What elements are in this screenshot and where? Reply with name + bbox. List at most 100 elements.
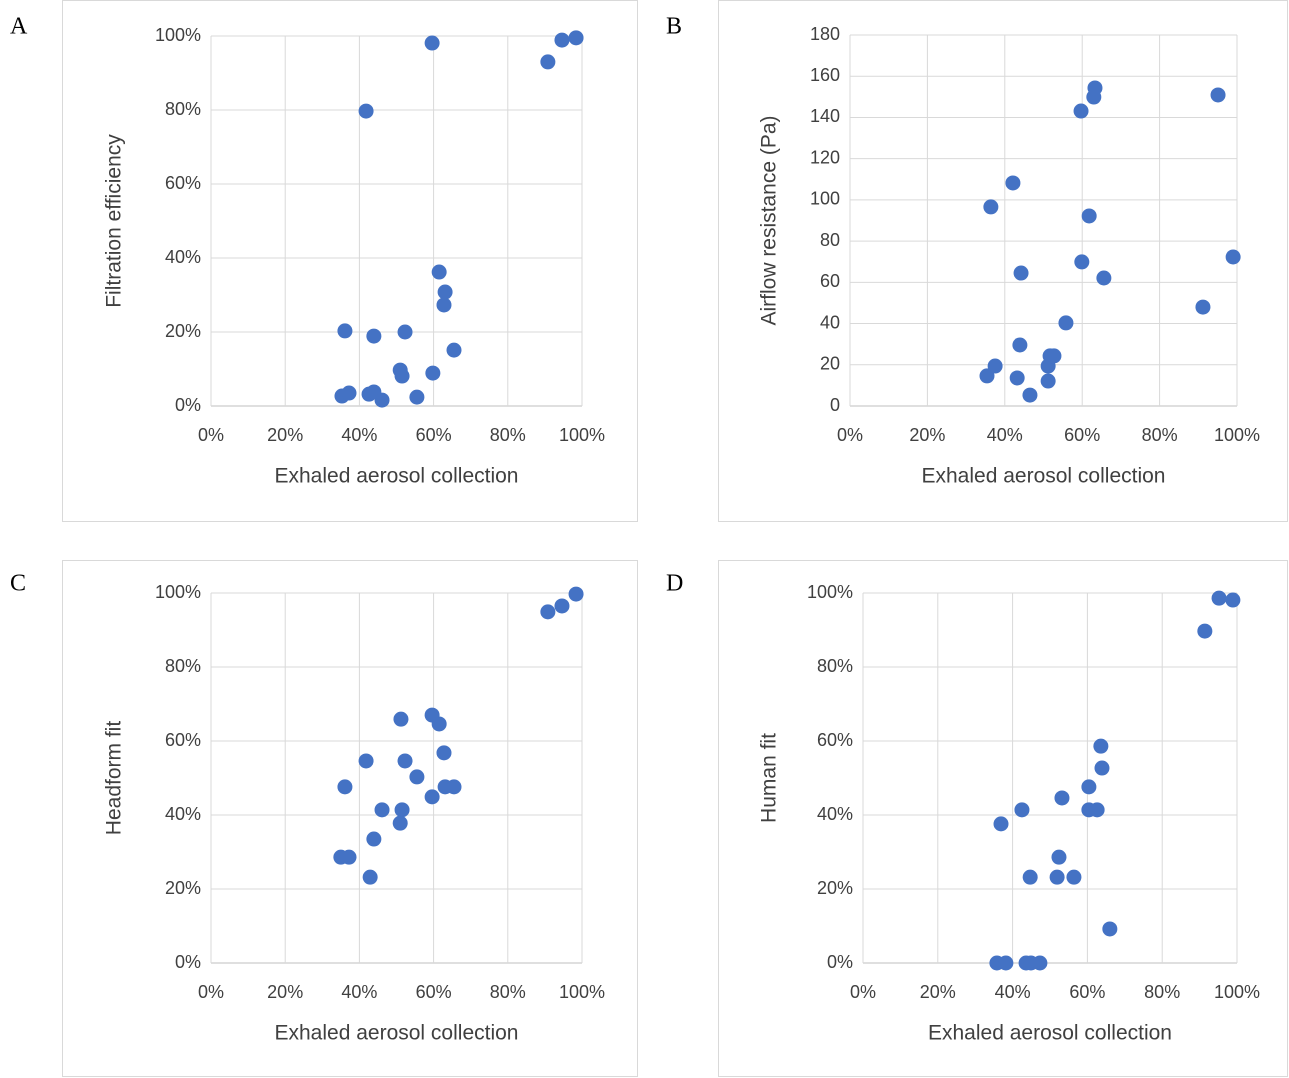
data-point (431, 264, 447, 280)
x-axis-title: Exhaled aerosol collection (275, 465, 519, 488)
data-point (1005, 175, 1021, 191)
panel-frame (62, 0, 638, 522)
x-axis-title: Exhaled aerosol collection (928, 1022, 1172, 1045)
data-point (1046, 348, 1062, 364)
y-tick-label: 60% (165, 730, 201, 750)
data-point (1211, 590, 1227, 606)
y-tick-label: 20% (165, 878, 201, 898)
x-tick-label: 100% (1214, 425, 1260, 445)
data-point (431, 716, 447, 732)
data-point (1066, 869, 1082, 885)
data-point (1022, 387, 1038, 403)
panel-frame (718, 560, 1288, 1077)
y-axis-title: Airflow resistance (Pa) (758, 115, 781, 325)
panel-label: D (666, 571, 683, 597)
data-point (1022, 869, 1038, 885)
data-point (1094, 760, 1110, 776)
data-point (366, 831, 382, 847)
data-point (1225, 249, 1241, 265)
y-tick-label: 40% (817, 804, 853, 824)
y-tick-label: 60 (820, 271, 840, 291)
y-tick-label: 20% (165, 321, 201, 341)
y-tick-label: 100% (155, 582, 201, 602)
data-point (1087, 80, 1103, 96)
y-tick-label: 160 (810, 65, 840, 85)
x-tick-label: 20% (267, 425, 303, 445)
data-point (1197, 623, 1213, 639)
data-point (341, 849, 357, 865)
data-point (1089, 802, 1105, 818)
data-point (358, 753, 374, 769)
x-tick-label: 80% (1144, 982, 1180, 1002)
data-point (397, 753, 413, 769)
data-point (409, 769, 425, 785)
data-point (374, 802, 390, 818)
x-tick-label: 20% (920, 982, 956, 1002)
x-tick-label: 100% (1214, 982, 1260, 1002)
y-tick-label: 60% (165, 173, 201, 193)
data-point (1195, 299, 1211, 315)
y-axis-title: Filtration efficiency (103, 134, 126, 308)
panel-frame (62, 560, 638, 1077)
data-point (554, 32, 570, 48)
data-point (1096, 270, 1112, 286)
data-point (1093, 738, 1109, 754)
y-tick-label: 20 (820, 354, 840, 374)
data-point (979, 368, 995, 384)
x-tick-label: 0% (837, 425, 863, 445)
y-tick-label: 0 (830, 395, 840, 415)
data-point (1074, 254, 1090, 270)
data-point (568, 30, 584, 46)
data-point (540, 604, 556, 620)
y-tick-label: 0% (827, 952, 853, 972)
data-point (1032, 955, 1048, 971)
x-tick-label: 40% (341, 982, 377, 1002)
y-tick-label: 40% (165, 247, 201, 267)
x-tick-label: 0% (850, 982, 876, 1002)
y-tick-label: 100% (807, 582, 853, 602)
data-point (1009, 370, 1025, 386)
data-point (1049, 869, 1065, 885)
data-point (987, 358, 1003, 374)
y-tick-label: 0% (175, 395, 201, 415)
y-tick-label: 180 (810, 24, 840, 44)
y-axis-title: Headform fit (103, 721, 126, 836)
y-tick-label: 0% (175, 952, 201, 972)
data-point (437, 284, 453, 300)
x-tick-label: 60% (1069, 982, 1105, 1002)
y-tick-label: 80 (820, 230, 840, 250)
data-point (341, 385, 357, 401)
x-axis-title: Exhaled aerosol collection (922, 465, 1166, 488)
x-tick-label: 60% (416, 982, 452, 1002)
x-tick-label: 60% (416, 425, 452, 445)
x-tick-label: 80% (490, 982, 526, 1002)
y-tick-label: 120 (810, 147, 840, 167)
y-tick-label: 80% (817, 656, 853, 676)
x-tick-label: 40% (987, 425, 1023, 445)
data-point (568, 586, 584, 602)
x-tick-label: 20% (909, 425, 945, 445)
y-tick-label: 100% (155, 25, 201, 45)
x-tick-label: 80% (490, 425, 526, 445)
data-point (424, 35, 440, 51)
data-point (436, 297, 452, 313)
y-tick-label: 140 (810, 106, 840, 126)
data-point (358, 103, 374, 119)
x-tick-label: 40% (341, 425, 377, 445)
data-point (983, 199, 999, 215)
data-point (362, 869, 378, 885)
data-point (1081, 208, 1097, 224)
y-tick-label: 20% (817, 878, 853, 898)
data-point (409, 389, 425, 405)
panel-label: B (666, 14, 682, 40)
data-point (1054, 790, 1070, 806)
data-point (424, 789, 440, 805)
data-point (1014, 802, 1030, 818)
data-point (1225, 592, 1241, 608)
data-point (366, 328, 382, 344)
panel-label: A (10, 14, 28, 40)
data-point (394, 368, 410, 384)
data-point (337, 323, 353, 339)
y-tick-label: 40 (820, 312, 840, 332)
